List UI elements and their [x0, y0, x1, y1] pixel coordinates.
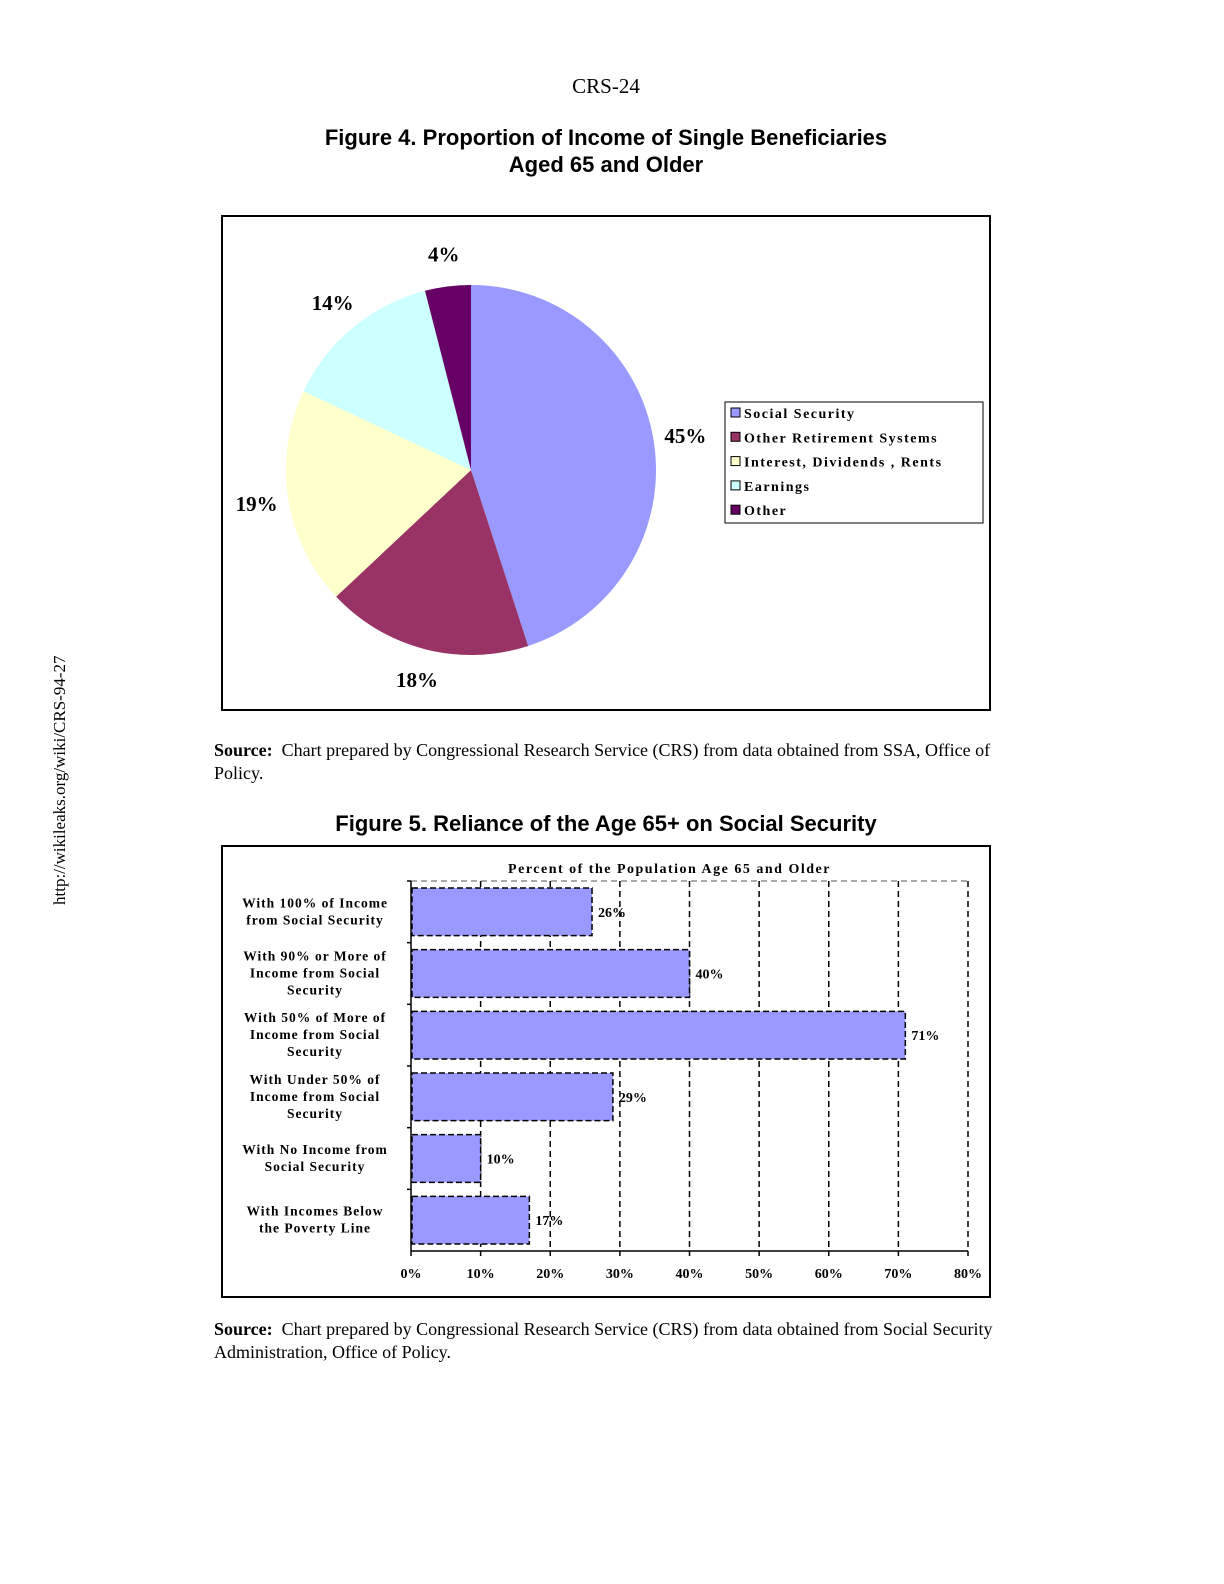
bar [411, 1133, 482, 1184]
source-text: Chart prepared by Congressional Research… [214, 740, 991, 783]
legend-swatch [730, 456, 741, 467]
pie-chart-frame: 45% 18% 19% 14% 4% Social Security Other Retir… [221, 215, 991, 711]
x-tick-label: 60% [815, 1267, 843, 1282]
bar-data-label: 29% [619, 1091, 647, 1106]
figure4-title-line1: Figure 4. Proportion of Income of Single… [324, 125, 888, 150]
bar [411, 1072, 614, 1122]
legend-label: Other [744, 504, 787, 519]
bar-data-label: 26% [598, 906, 626, 921]
pie-slice-1 [336, 470, 529, 656]
bar-chart-frame: Percent of the Population Age 65 and Old… [221, 845, 991, 1298]
bar-data-label: 40% [696, 968, 724, 983]
pie-data-label: 4% [428, 243, 460, 267]
legend-swatch [730, 480, 741, 491]
source-label: Source: [214, 740, 273, 760]
bar-chart-title: Percent of the Population Age 65 and Old… [508, 862, 831, 877]
bar [411, 1010, 907, 1060]
pie-slice-4 [424, 285, 471, 470]
category-label-line: With Under 50% of [250, 1072, 381, 1087]
pie-data-label: 45% [664, 424, 706, 448]
legend-box [724, 401, 984, 524]
category-label: With Under 50% of Income from Social Secur… [250, 1072, 381, 1121]
x-tick-label: 50% [745, 1267, 773, 1282]
x-tick-label: 20% [536, 1267, 564, 1282]
category-label: With 50% of More of Income from Social Sec… [244, 1010, 386, 1059]
pie-data-label: 18% [396, 668, 438, 692]
bar [411, 887, 593, 937]
category-label: With 100% of Income from Social Security [242, 895, 388, 927]
category-label-line: With 50% of More of [244, 1010, 386, 1025]
figure5-source: Source: Chart prepared by Congressional … [214, 1318, 1014, 1364]
x-tick-label: 40% [676, 1267, 704, 1282]
category-label-line: With No Income from [242, 1142, 388, 1157]
pie-data-label: 14% [312, 291, 354, 315]
category-label: With No Income from Social Security [242, 1142, 388, 1174]
pie-slice-3 [303, 290, 471, 470]
category-label: With 90% or More of Income from Social Sec… [243, 949, 387, 998]
x-tick-label: 0% [401, 1267, 422, 1282]
page-number: CRS-24 [572, 74, 640, 98]
bar-data-label: 10% [487, 1153, 515, 1168]
category-label-line: With 100% of Income [242, 895, 388, 910]
category-label-line: Security [287, 1106, 343, 1121]
figure4-title-line2: Aged 65 and Older [508, 152, 704, 177]
category-label-line: Income from Social [250, 1027, 380, 1042]
sidebar-url: http://wikileaks.org/wiki/CRS-94-27 [50, 655, 69, 906]
legend-label: Other Retirement Systems [744, 431, 938, 446]
category-label-line: Income from Social [250, 1089, 380, 1104]
category-label-line: With Incomes Below [246, 1204, 383, 1219]
pie-data-label: 19% [236, 492, 278, 516]
pie-slice-0 [471, 285, 657, 646]
category-label: With Incomes Below the Poverty Line [246, 1204, 383, 1236]
pie-legend: Social Security Other Retirement Systems I… [724, 401, 984, 524]
bar [411, 948, 691, 999]
source-text: Chart prepared by Congressional Research… [214, 1319, 993, 1362]
bar [411, 1195, 531, 1245]
category-label-line: Social Security [265, 1159, 366, 1174]
category-label-line: With 90% or More of [243, 949, 387, 964]
category-label-line: from Social Security [246, 912, 383, 927]
x-tick-label: 70% [884, 1267, 912, 1282]
bar-data-label: 71% [911, 1029, 939, 1044]
source-label: Source: [214, 1319, 273, 1339]
pie-chart: 45% 18% 19% 14% 4% Social Security Other Retir… [236, 243, 984, 692]
legend-swatch [730, 504, 741, 515]
bar-data-label: 17% [535, 1214, 563, 1229]
bar-chart: Percent of the Population Age 65 and Old… [242, 862, 982, 1282]
legend-swatch [730, 431, 741, 442]
x-tick-label: 80% [954, 1267, 982, 1282]
legend-label: Earnings [744, 480, 810, 495]
figure5-title: Figure 5. Reliance of the Age 65+ on Soc… [335, 811, 877, 836]
legend-swatch [730, 407, 741, 418]
figure4-source: Source: Chart prepared by Congressional … [214, 739, 1014, 785]
category-label-line: Security [287, 1044, 343, 1059]
category-label-line: Income from Social [250, 966, 380, 981]
legend-label: Social Security [744, 407, 856, 422]
pie-slice-2 [286, 391, 471, 597]
category-label-line: the Poverty Line [259, 1221, 371, 1236]
legend-label: Interest, Dividends , Rents [744, 456, 943, 471]
x-tick-label: 30% [606, 1267, 634, 1282]
x-tick-label: 10% [467, 1267, 495, 1282]
category-label-line: Security [287, 983, 343, 998]
